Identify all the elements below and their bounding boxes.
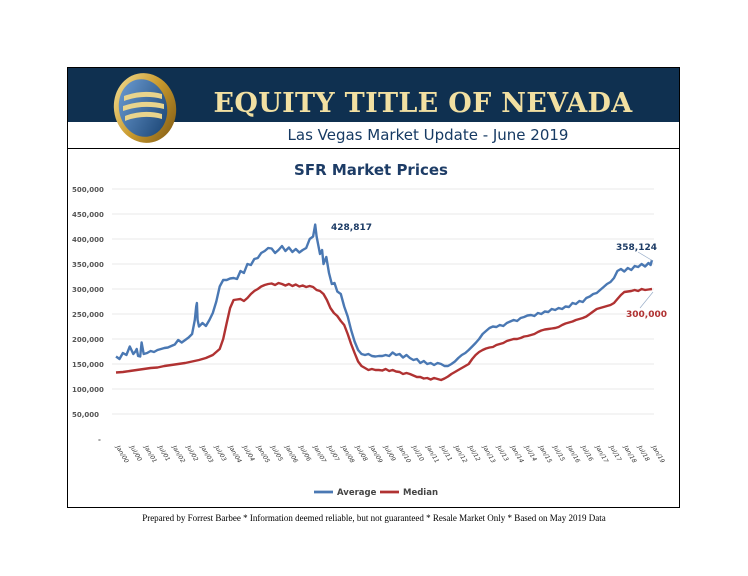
x-tick-label: Jan/17 xyxy=(593,444,609,465)
x-tick-label: Jan/16 xyxy=(565,444,581,465)
x-tick-label: Jan/02 xyxy=(170,444,186,465)
x-tick-label: Jan/07 xyxy=(311,444,327,465)
x-tick-label: Jan/19 xyxy=(650,444,666,465)
report-subtitle: Las Vegas Market Update - June 2019 xyxy=(287,126,569,144)
callout-leader-300000 xyxy=(639,291,654,309)
company-name: EQUITY TITLE OF NEVADA xyxy=(213,88,633,119)
x-tick-label: Jan/01 xyxy=(142,444,158,465)
y-tick-label: 450,000 xyxy=(72,211,104,219)
x-tick-label: Jan/09 xyxy=(368,444,384,465)
y-tick-label: 350,000 xyxy=(72,261,104,269)
chart-title: SFR Market Prices xyxy=(294,161,448,179)
x-tick-label: Jan/13 xyxy=(481,444,497,465)
x-tick-label: Jan/04 xyxy=(227,444,243,465)
y-tick-label: 250,000 xyxy=(72,311,104,319)
x-tick-label: Jan/05 xyxy=(255,444,271,465)
x-tick-label: Jan/11 xyxy=(424,444,440,465)
callout-leader-358124 xyxy=(637,251,654,262)
series-line-median xyxy=(115,281,653,382)
annotation-latest-average: 358,124 xyxy=(616,243,657,253)
y-tick-label: 150,000 xyxy=(72,361,104,369)
y-tick-label: 300,000 xyxy=(72,286,104,294)
subtitle-bar: Las Vegas Market Update - June 2019 xyxy=(68,122,679,149)
footer-disclaimer: Prepared by Forrest Barbee * Information… xyxy=(142,513,606,523)
y-tick-label: 400,000 xyxy=(72,236,104,244)
annotation-peak-average: 428,817 xyxy=(331,223,372,233)
company-logo xyxy=(113,73,177,143)
y-axis-tick-labels: - 50,000 100,000 150,000 200,000 250,000 300,0… xyxy=(72,186,104,444)
x-tick-label: Jan/18 xyxy=(622,444,638,465)
legend-label-average: Average xyxy=(337,488,377,498)
report-frame: Las Vegas Market Update - June 2019 EQUI… xyxy=(67,67,680,508)
x-tick-label: Jan/10 xyxy=(396,444,412,465)
x-tick-label: Jan/15 xyxy=(537,444,553,465)
x-tick-label: Jan/00 xyxy=(114,444,130,465)
x-tick-label: Jan/06 xyxy=(283,444,299,465)
x-tick-label: Jan/14 xyxy=(509,444,525,465)
legend-label-median: Median xyxy=(403,488,438,498)
y-tick-label: 50,000 xyxy=(72,411,99,419)
x-tick-label: Jan/03 xyxy=(198,444,214,465)
annotation-latest-median: 300,000 xyxy=(626,310,667,320)
x-tick-label: Jan/12 xyxy=(452,444,468,465)
series-line-average xyxy=(115,223,654,368)
y-tick-label: 200,000 xyxy=(72,336,104,344)
y-tick-label: 100,000 xyxy=(72,386,104,394)
y-gridlines xyxy=(112,188,654,415)
x-tick-label: Jan/08 xyxy=(339,444,355,465)
y-tick-label: - xyxy=(98,436,101,444)
y-tick-label: 500,000 xyxy=(72,186,104,194)
